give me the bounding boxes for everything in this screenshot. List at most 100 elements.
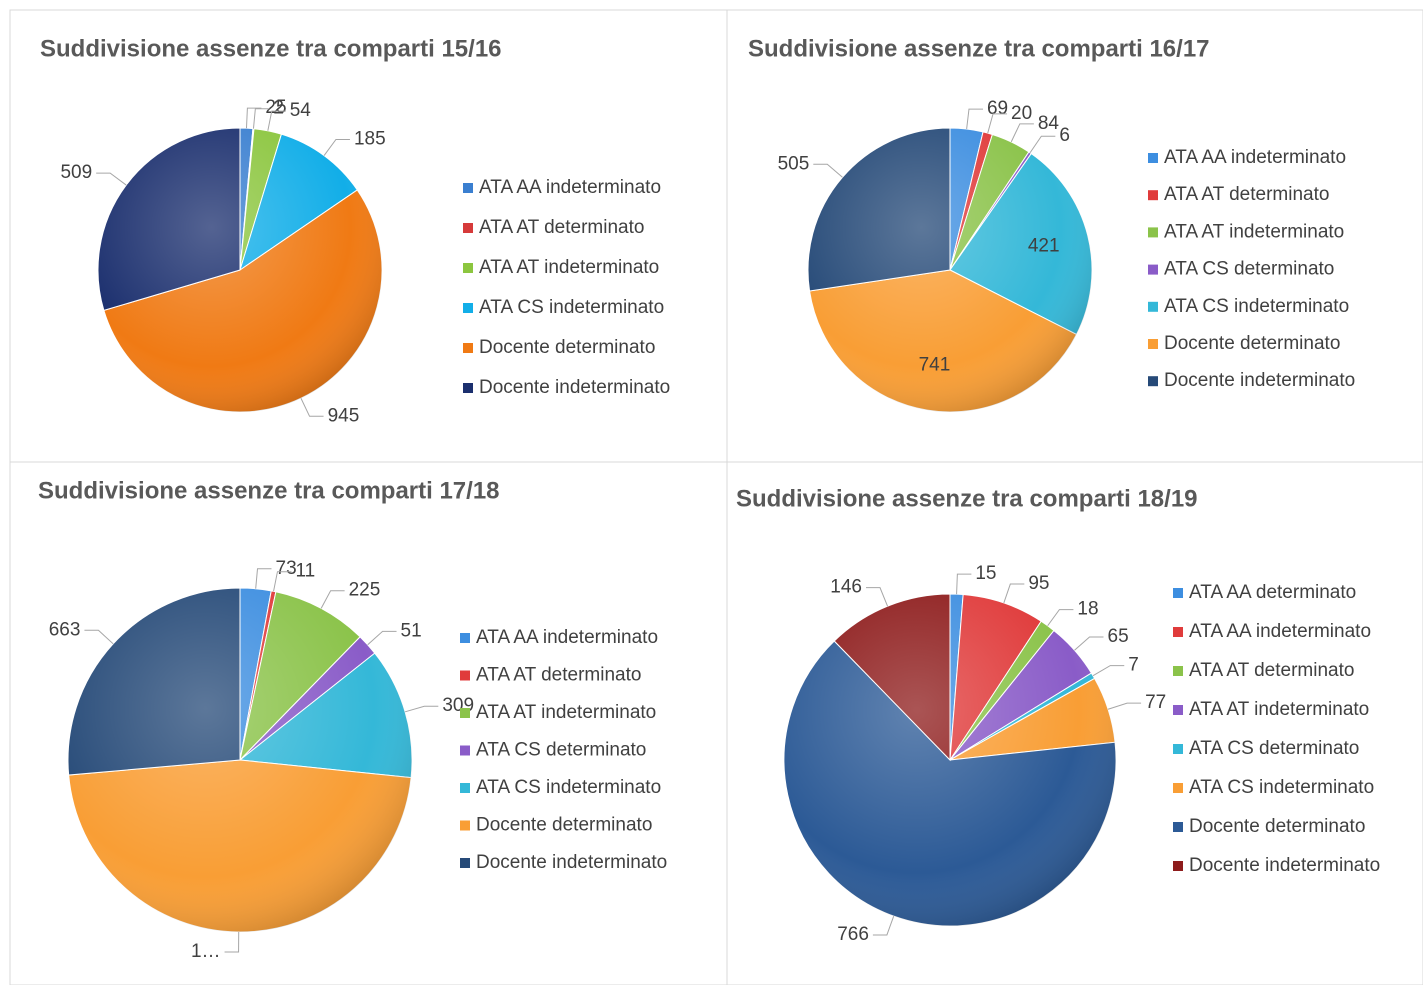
legend-swatch bbox=[460, 708, 470, 718]
leader-line bbox=[987, 113, 1008, 134]
leader-line bbox=[1107, 702, 1142, 710]
legend-swatch bbox=[463, 183, 473, 193]
data-label: 20 bbox=[1011, 103, 1032, 124]
legend-label: ATA AA determinato bbox=[1189, 582, 1356, 603]
legend-swatch bbox=[1148, 190, 1158, 201]
legend-label: Docente determinato bbox=[476, 815, 652, 836]
legend-label: ATA AT indeterminato bbox=[1164, 221, 1344, 242]
data-label: 73 bbox=[276, 558, 297, 579]
legend-label: Docente determinato bbox=[1189, 816, 1365, 837]
legend-swatch bbox=[1148, 301, 1158, 312]
data-label: 766 bbox=[837, 924, 869, 945]
data-label: 84 bbox=[1038, 113, 1060, 134]
legend-label: Docente determinato bbox=[1164, 333, 1340, 354]
leader-line bbox=[872, 915, 895, 936]
leader-line bbox=[1003, 583, 1025, 604]
leader-line bbox=[1092, 665, 1125, 677]
legend-swatch bbox=[460, 633, 470, 643]
leader-line bbox=[245, 107, 262, 129]
data-label: 185 bbox=[354, 128, 386, 149]
leader-line bbox=[323, 138, 350, 156]
data-label: 77 bbox=[1145, 692, 1166, 713]
legend-label: Docente indeterminato bbox=[1189, 855, 1380, 876]
leader-line bbox=[273, 571, 292, 592]
leader-line bbox=[255, 568, 272, 589]
data-label: 7 bbox=[1128, 655, 1139, 676]
pie-slice bbox=[68, 759, 412, 933]
legend-swatch bbox=[1173, 666, 1183, 676]
leader-line bbox=[956, 573, 972, 595]
legend-swatch bbox=[463, 343, 473, 353]
leader-line bbox=[866, 587, 889, 607]
legend-label: ATA AT indeterminato bbox=[1189, 699, 1369, 720]
legend-swatch bbox=[1148, 153, 1158, 163]
legend-swatch bbox=[460, 670, 470, 681]
legend-label: ATA CS indeterminato bbox=[1164, 296, 1349, 317]
data-label: 945 bbox=[328, 405, 360, 426]
legend-swatch bbox=[1148, 339, 1158, 349]
legend-label: ATA AA indeterminato bbox=[476, 627, 658, 648]
legend-label: ATA CS determinato bbox=[1164, 259, 1334, 280]
leader-line bbox=[367, 630, 397, 646]
data-label: 65 bbox=[1108, 626, 1129, 647]
leader-line bbox=[96, 172, 127, 186]
leader-line bbox=[1047, 609, 1074, 627]
leader-line bbox=[267, 110, 286, 131]
legend-label: ATA AA indeterminato bbox=[1189, 621, 1371, 642]
legend-label: ATA AT determinato bbox=[476, 665, 641, 686]
data-label: 421 bbox=[1028, 236, 1060, 257]
legend-swatch bbox=[1148, 264, 1158, 275]
legend-swatch bbox=[1173, 744, 1183, 754]
legend-label: Docente determinato bbox=[479, 337, 655, 358]
leader-line bbox=[300, 398, 324, 417]
chart-title: Suddivisione assenze tra comparti 16/17 bbox=[748, 35, 1210, 62]
legend-label: ATA CS indeterminato bbox=[476, 777, 661, 798]
leader-line bbox=[1074, 636, 1104, 651]
legend-swatch bbox=[1173, 588, 1183, 598]
leader-line bbox=[84, 629, 114, 645]
legend-swatch bbox=[460, 858, 470, 868]
data-label: 69 bbox=[987, 98, 1008, 119]
data-label: 15 bbox=[975, 563, 996, 584]
legend-label: ATA CS indeterminato bbox=[479, 297, 664, 318]
legend-swatch bbox=[460, 783, 470, 793]
legend-label: ATA AA indeterminato bbox=[1164, 147, 1346, 168]
pie-slice bbox=[807, 127, 951, 292]
chart-title: Suddivisione assenze tra comparti 17/18 bbox=[38, 477, 500, 504]
leader-line bbox=[224, 931, 240, 953]
legend-swatch bbox=[1148, 376, 1158, 387]
legend-label: ATA AA indeterminato bbox=[479, 177, 661, 198]
legend-label: ATA AT determinato bbox=[479, 217, 644, 238]
data-label: 741 bbox=[919, 354, 951, 375]
data-label: 11 bbox=[295, 561, 315, 582]
legend-label: ATA AT indeterminato bbox=[479, 257, 659, 278]
leader-line bbox=[1029, 135, 1056, 154]
data-label: 225 bbox=[349, 580, 381, 601]
data-label: 2 bbox=[273, 98, 284, 119]
legend-label: ATA AT determinato bbox=[1189, 660, 1354, 681]
leader-line bbox=[813, 163, 843, 178]
leader-line bbox=[252, 108, 270, 129]
legend-label: ATA CS determinato bbox=[1189, 738, 1359, 759]
chart-title: Suddivisione assenze tra comparti 15/16 bbox=[40, 35, 502, 62]
leader-line bbox=[320, 590, 345, 609]
legend-swatch bbox=[463, 263, 473, 273]
legend-label: Docente indeterminato bbox=[476, 852, 667, 873]
legend-swatch bbox=[1173, 783, 1183, 793]
frame bbox=[9, 9, 1423, 985]
leader-line bbox=[1010, 123, 1034, 143]
legend-swatch bbox=[460, 820, 470, 831]
legend-swatch bbox=[1148, 227, 1158, 238]
data-label: 663 bbox=[49, 619, 81, 640]
data-label: 54 bbox=[290, 100, 312, 121]
legend-swatch bbox=[463, 383, 473, 393]
data-label: 505 bbox=[778, 153, 810, 174]
data-label: 18 bbox=[1077, 599, 1098, 620]
leader-line bbox=[966, 108, 983, 130]
legend-label: ATA CS indeterminato bbox=[1189, 777, 1374, 798]
legend-swatch bbox=[1173, 822, 1183, 832]
data-label: 95 bbox=[1028, 573, 1049, 594]
legend-label: ATA AT indeterminato bbox=[476, 702, 656, 723]
data-label: 6 bbox=[1059, 125, 1070, 146]
